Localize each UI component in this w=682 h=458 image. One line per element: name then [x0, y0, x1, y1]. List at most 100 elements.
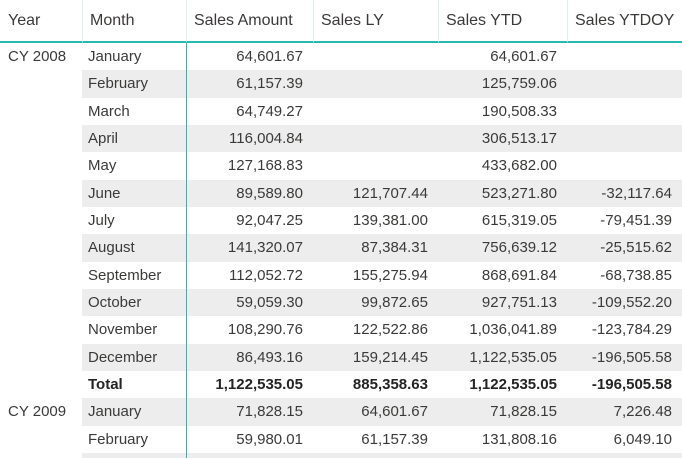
cell-year[interactable] [0, 261, 82, 289]
cell-month[interactable]: March [88, 102, 130, 120]
cell-sales-amount[interactable]: 64,749.27 [186, 97, 313, 125]
cell-month[interactable]: February [82, 70, 186, 98]
cell-sales-ly[interactable]: 121,707.44 [313, 179, 438, 207]
cell-sales-ytdoy[interactable]: 7,226.48 [567, 398, 682, 426]
cell-sales-amount[interactable]: 92,047.25 [186, 206, 313, 235]
cell-sales-amount[interactable]: 89,589.80 [186, 179, 313, 207]
cell-year[interactable] [0, 288, 82, 317]
cell-year[interactable] [0, 124, 82, 153]
cell-sales-ytd[interactable]: 125,759.06 [438, 70, 567, 98]
column-header-sales-ly[interactable]: Sales LY [313, 0, 438, 43]
cell-sales-ytdoy[interactable] [567, 124, 682, 153]
cell-sales-ly[interactable] [313, 152, 438, 179]
cell-month[interactable]: June [82, 179, 186, 207]
cell-sales-ytd[interactable]: 64,601.67 [490, 48, 557, 66]
cell-month[interactable]: July [88, 212, 115, 230]
cell-sales-ytdoy[interactable] [567, 98, 682, 125]
cell-sales-ytdoy[interactable]: -123,784.29 [591, 321, 672, 339]
cell-sales-ly[interactable] [313, 124, 438, 153]
column-header-sales-ytd[interactable]: Sales YTD [438, 0, 567, 43]
cell-year[interactable] [0, 316, 82, 344]
cell-month[interactable]: May [88, 157, 117, 175]
cell-sales-ytdoy[interactable]: -79,451.39 [600, 212, 672, 230]
cell-sales-amount[interactable]: 141,320.07 [186, 234, 313, 262]
column-header-sales-amount[interactable]: Sales Amount [186, 0, 313, 43]
cell-sales-ly[interactable]: 61,157.39 [361, 430, 428, 448]
cell-sales-ytdoy[interactable] [567, 43, 682, 70]
cell-sales-ytdoy[interactable] [567, 452, 682, 458]
cell-year[interactable]: CY 2009 [0, 398, 82, 426]
cell-month[interactable]: January [88, 48, 142, 66]
cell-month[interactable] [82, 452, 186, 458]
cell-year[interactable] [0, 70, 82, 98]
cell-sales-ytd[interactable]: 190,508.33 [481, 102, 557, 120]
cell-sales-amount[interactable]: 86,493.16 [186, 343, 313, 371]
cell-sales-ly[interactable]: 64,601.67 [313, 398, 438, 426]
cell-sales-ytdoy[interactable] [567, 152, 682, 179]
cell-year[interactable] [0, 206, 82, 235]
cell-sales-amount[interactable]: 71,828.15 [186, 398, 313, 426]
cell-year[interactable] [0, 370, 82, 399]
column-header-year[interactable]: Year [0, 0, 82, 43]
cell-year[interactable] [0, 152, 82, 180]
cell-month[interactable]: February [88, 430, 149, 448]
cell-year[interactable] [0, 425, 82, 453]
cell-sales-ytd[interactable]: 306,513.17 [438, 124, 567, 153]
cell-year[interactable] [0, 343, 82, 371]
cell-year[interactable] [0, 452, 82, 458]
cell-sales-ytd[interactable]: 1,036,041.89 [469, 321, 557, 339]
cell-month[interactable]: October [82, 288, 186, 317]
cell-month[interactable]: Total [88, 376, 123, 394]
cell-sales-amount[interactable]: 59,980.01 [186, 425, 313, 453]
cell-year[interactable] [0, 97, 82, 125]
cell-sales-amount[interactable]: 61,157.39 [186, 70, 313, 98]
cell-month[interactable]: January [82, 398, 186, 426]
cell-sales-amount[interactable]: 64,601.67 [186, 43, 313, 71]
cell-sales-ly[interactable]: 87,384.31 [313, 234, 438, 262]
cell-sales-amount[interactable] [186, 452, 313, 458]
cell-sales-ytd[interactable]: 868,691.84 [481, 266, 557, 284]
cell-year[interactable] [0, 179, 82, 207]
cell-sales-ly[interactable]: 155,275.94 [352, 266, 428, 284]
cell-sales-ly[interactable]: 122,522.86 [352, 321, 428, 339]
cell-sales-ytd[interactable]: 523,271.80 [438, 179, 567, 207]
cell-sales-ytdoy[interactable] [567, 70, 682, 98]
cell-sales-ytdoy[interactable]: -196,505.58 [567, 343, 682, 371]
cell-year[interactable] [0, 234, 82, 262]
cell-sales-amount[interactable]: 108,290.76 [186, 316, 313, 344]
cell-sales-ly[interactable]: 139,381.00 [352, 212, 428, 230]
cell-sales-ly[interactable] [313, 70, 438, 98]
cell-sales-ly[interactable] [313, 43, 438, 70]
cell-sales-ly[interactable]: 885,358.63 [352, 376, 428, 394]
cell-sales-ytd[interactable]: 433,682.00 [481, 157, 557, 175]
cell-sales-ytdoy[interactable]: -25,515.62 [567, 234, 682, 262]
cell-sales-ytd[interactable]: 615,319.05 [481, 212, 557, 230]
cell-sales-amount[interactable]: 1,122,535.05 [186, 370, 313, 399]
cell-year[interactable]: CY 2008 [0, 43, 82, 71]
cell-sales-ytdoy[interactable]: -32,117.64 [567, 179, 682, 207]
cell-sales-ytd[interactable]: 1,122,535.05 [469, 376, 557, 394]
cell-sales-ly[interactable] [313, 98, 438, 125]
cell-sales-amount[interactable]: 116,004.84 [186, 124, 313, 153]
cell-sales-ytd[interactable] [438, 452, 567, 458]
cell-month[interactable]: December [82, 343, 186, 371]
column-header-sales-ytdoy[interactable]: Sales YTDOY [567, 0, 682, 43]
cell-sales-ytdoy[interactable]: -196,505.58 [591, 376, 672, 394]
cell-sales-ytdoy[interactable]: -68,738.85 [600, 266, 672, 284]
cell-month[interactable]: September [88, 266, 162, 284]
column-header-month[interactable]: Month [82, 0, 186, 43]
cell-month[interactable]: April [82, 124, 186, 153]
cell-sales-amount[interactable]: 112,052.72 [186, 261, 313, 289]
cell-sales-ly[interactable] [313, 452, 438, 458]
cell-month[interactable]: August [82, 234, 186, 262]
cell-sales-ytd[interactable]: 131,808.16 [481, 430, 557, 448]
cell-sales-amount[interactable]: 59,059.30 [186, 288, 313, 317]
cell-sales-ytd[interactable]: 1,122,535.05 [438, 343, 567, 371]
cell-sales-ytdoy[interactable]: -109,552.20 [567, 288, 682, 317]
cell-sales-ytdoy[interactable]: 6,049.10 [613, 430, 672, 448]
cell-sales-ytd[interactable]: 756,639.12 [438, 234, 567, 262]
cell-sales-ytd[interactable]: 71,828.15 [438, 398, 567, 426]
cell-month[interactable]: November [88, 321, 158, 339]
cell-sales-amount[interactable]: 127,168.83 [186, 152, 313, 180]
cell-sales-ytd[interactable]: 927,751.13 [438, 288, 567, 317]
